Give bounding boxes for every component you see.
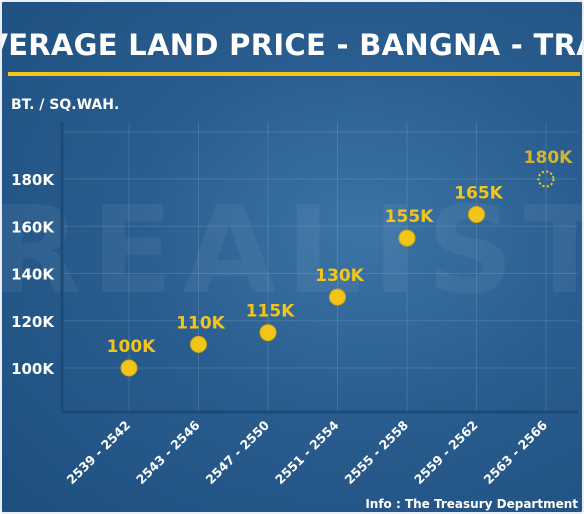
x-tick-label: 2543 - 2546 [133, 417, 203, 487]
data-label: 180K [524, 148, 573, 168]
y-tick-label: 160K [11, 218, 55, 236]
x-tick-label: 2559 - 2562 [411, 418, 481, 488]
data-point [329, 288, 346, 306]
data-point [259, 324, 277, 342]
title-underline [8, 72, 580, 76]
x-tick-label: 2547 - 2550 [202, 417, 272, 487]
data-point [190, 335, 207, 353]
y-tick-label: 120K [11, 313, 55, 331]
data-points [120, 170, 555, 377]
data-point [398, 229, 416, 247]
chart-title: AVERAGE LAND PRICE - BANGNA - TRAD [2, 28, 584, 62]
data-point-projected [537, 170, 555, 188]
data-labels: 100K 110K 115K 130K 155K 165K 180K [107, 148, 573, 357]
x-tick-label: 2563 - 2566 [480, 417, 550, 487]
x-tick-labels: 2539 - 2542 2543 - 2546 2547 - 2550 2551 - … [63, 417, 550, 487]
y-axis-unit-label: BT. / SQ.WAH. [11, 97, 119, 113]
data-label: 100K [107, 337, 156, 357]
data-label: 165K [454, 183, 503, 203]
data-label: 110K [176, 313, 225, 333]
y-tick-label: 140K [11, 266, 55, 284]
grid-lines [62, 122, 578, 412]
data-label: 115K [246, 302, 295, 322]
x-tick-label: 2539 - 2542 [63, 418, 133, 488]
x-tick-label: 2555 - 2558 [341, 418, 411, 488]
data-label: 155K [385, 207, 434, 227]
source-note: Info : The Treasury Department [365, 497, 578, 511]
data-point [120, 359, 138, 377]
data-point [468, 205, 485, 223]
watermark-text: REALIST [2, 182, 584, 321]
axes [60, 122, 578, 414]
y-tick-label: 100K [11, 360, 55, 378]
data-label: 130K [315, 266, 364, 286]
y-tick-labels: 100K 120K 140K 160K 180K [11, 171, 55, 378]
y-tick-label: 180K [11, 171, 55, 189]
x-tick-label: 2551 - 2554 [272, 417, 342, 487]
